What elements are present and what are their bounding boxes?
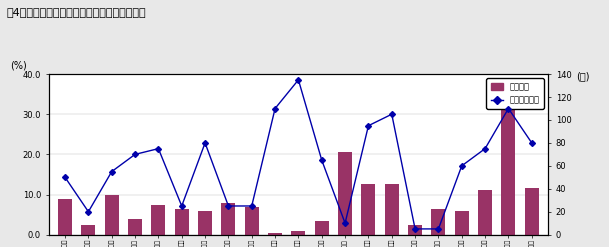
Bar xyxy=(245,206,259,235)
Bar xyxy=(338,152,352,235)
Bar xyxy=(455,210,469,235)
Bar xyxy=(222,203,236,235)
Bar xyxy=(152,205,166,235)
Bar xyxy=(408,225,422,235)
Bar xyxy=(128,219,142,235)
Bar xyxy=(525,188,539,235)
Bar xyxy=(58,199,72,235)
Bar xyxy=(105,195,119,235)
Y-axis label: (日): (日) xyxy=(576,71,590,81)
Bar xyxy=(315,221,329,235)
Bar xyxy=(501,86,515,235)
Y-axis label: (%): (%) xyxy=(10,61,27,71)
Bar xyxy=(175,208,189,235)
Bar xyxy=(431,208,445,235)
Bar xyxy=(361,185,375,235)
Text: 围4　スポーツ種類別行動者率と平均行動日数: 围4 スポーツ種類別行動者率と平均行動日数 xyxy=(6,7,146,17)
Bar xyxy=(198,210,212,235)
Bar xyxy=(478,190,492,235)
Bar xyxy=(82,225,96,235)
Bar xyxy=(292,231,305,235)
Bar xyxy=(268,233,282,235)
Bar xyxy=(385,185,399,235)
Legend: 行動者率, 平均行動日数: 行動者率, 平均行動日数 xyxy=(487,78,544,109)
